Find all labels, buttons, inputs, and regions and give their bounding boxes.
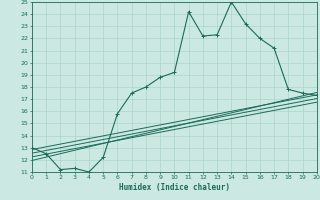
X-axis label: Humidex (Indice chaleur): Humidex (Indice chaleur): [119, 183, 230, 192]
